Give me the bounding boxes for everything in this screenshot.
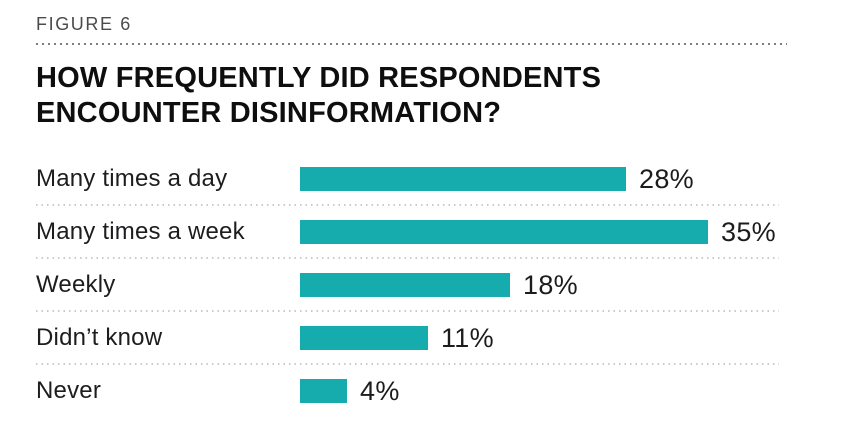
category-label: Never [36,377,102,405]
bar [300,326,428,351]
header-dotted-rule [36,42,787,45]
bar [300,379,347,404]
chart-row: Never 4% [36,365,787,418]
category-label: Many times a day [36,165,228,193]
bar-chart: Many times a day 28% Many times a week 35% W… [36,153,787,418]
category-label: Many times a week [36,218,245,246]
chart-row: Many times a day 28% [36,153,787,206]
chart-row: Didn’t know 11% [36,312,787,365]
bar-area: 18% [300,270,787,301]
bar [300,167,626,192]
bar-area: 4% [300,376,787,407]
figure-page: FIGURE 6 HOW FREQUENTLY DID RESPONDENTS … [36,14,787,418]
value-label: 11% [441,322,494,353]
value-label: 28% [639,163,694,194]
value-label: 18% [523,269,578,300]
figure-label: FIGURE 6 [36,14,132,34]
category-label: Didn’t know [36,324,163,352]
bar-area: 28% [300,164,787,195]
chart-row: Many times a week 35% [36,206,787,259]
bar [300,220,708,245]
bar-area: 11% [300,323,787,354]
chart-row: Weekly 18% [36,259,787,312]
bar-area: 35% [300,217,787,248]
category-label: Weekly [36,271,116,299]
chart-title: HOW FREQUENTLY DID RESPONDENTS ENCOUNTER… [36,61,602,129]
value-label: 35% [721,216,776,247]
bar [300,273,510,298]
value-label: 4% [360,375,400,406]
